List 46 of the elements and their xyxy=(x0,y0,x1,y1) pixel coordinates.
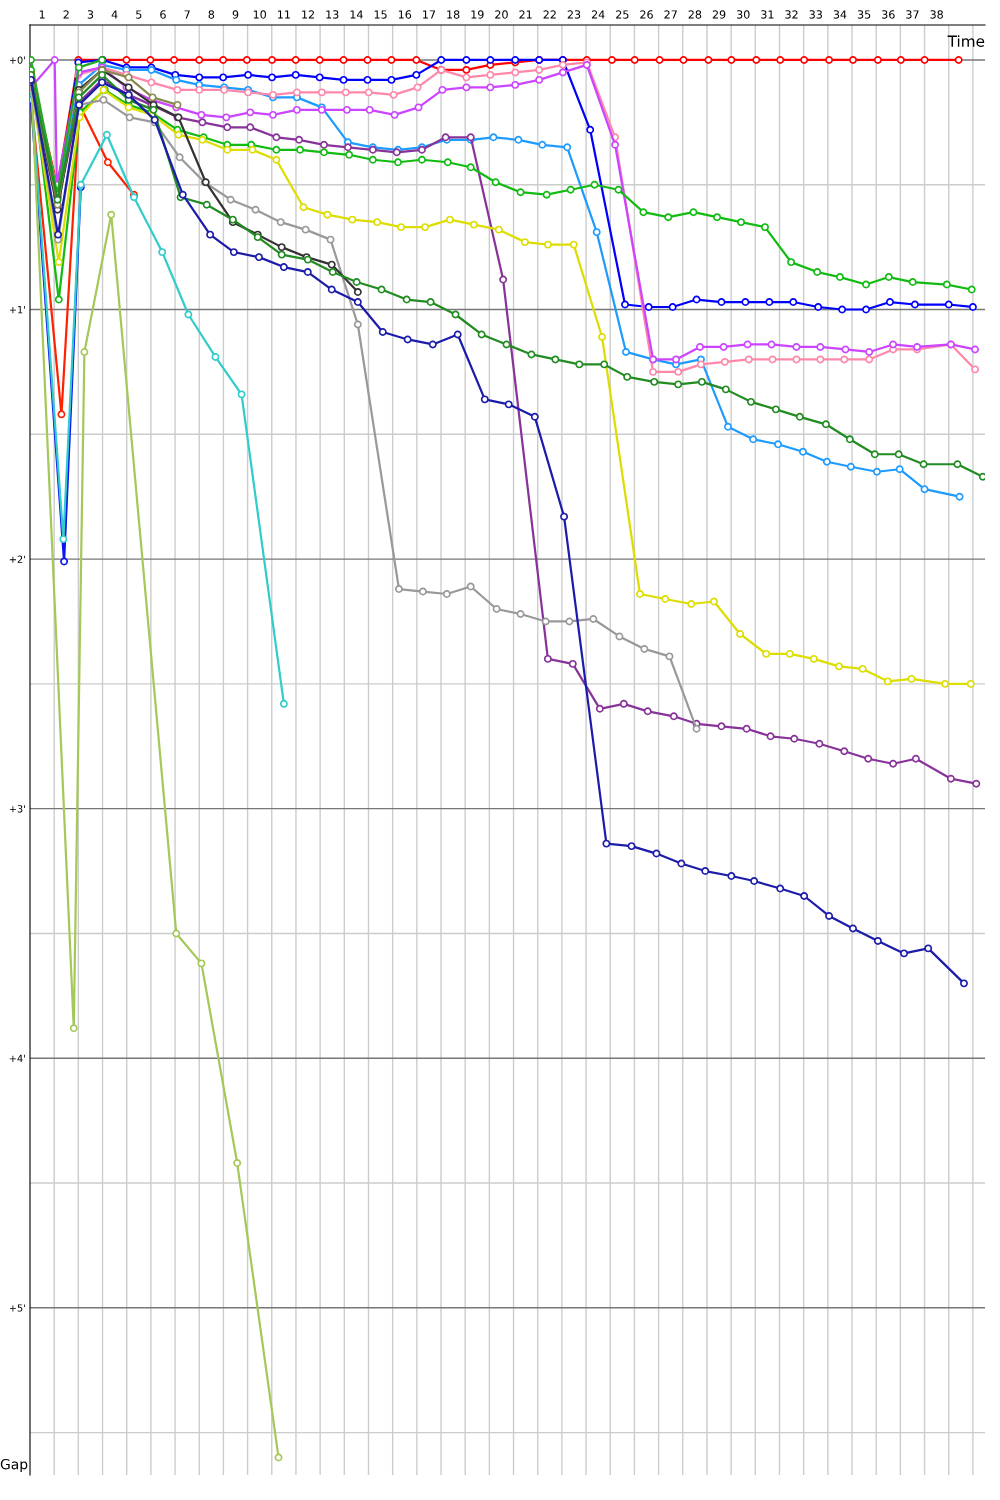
x-tick-label: 24 xyxy=(591,10,605,19)
x-tick-label: 7 xyxy=(184,10,190,19)
x-axis-title: Time xyxy=(947,35,985,47)
x-tick-label: 20 xyxy=(495,10,508,19)
x-tick-label: 33 xyxy=(809,10,822,19)
x-tick-label: 26 xyxy=(640,10,653,19)
x-tick-label: 29 xyxy=(712,10,726,19)
x-tick-label: 8 xyxy=(208,10,215,19)
x-tick-label: 25 xyxy=(616,10,629,19)
x-tick-label: 34 xyxy=(833,10,847,19)
x-tick-label: 36 xyxy=(882,10,895,19)
x-tick-label: 15 xyxy=(374,10,387,19)
x-tick-label: 10 xyxy=(253,10,267,19)
x-tick-label: 18 xyxy=(447,10,460,19)
x-tick-label: 28 xyxy=(688,10,702,19)
x-tick-label: 11 xyxy=(278,10,290,19)
x-tick-label: 22 xyxy=(543,10,556,19)
y-tick-label: +4' xyxy=(9,1054,25,1062)
x-tick-label: 13 xyxy=(326,10,339,19)
x-tick-label: 37 xyxy=(906,10,919,19)
x-tick-label: 21 xyxy=(519,10,532,19)
x-tick-label: 38 xyxy=(930,10,943,19)
x-tick-label: 6 xyxy=(160,10,166,19)
x-tick-label: 30 xyxy=(737,10,750,19)
y-tick-label: +1' xyxy=(9,306,25,314)
x-tick-label: 19 xyxy=(471,10,484,19)
y-tick-label: +2' xyxy=(9,555,25,563)
x-tick-label: 9 xyxy=(232,10,239,19)
x-tick-label: 31 xyxy=(761,10,774,19)
x-tick-label: 35 xyxy=(857,10,871,19)
y-axis-title: Gap xyxy=(0,1458,28,1473)
x-tick-label: 5 xyxy=(136,10,142,19)
x-tick-label: 3 xyxy=(87,10,94,19)
x-tick-label: 32 xyxy=(785,10,798,19)
y-tick-label: +0' xyxy=(9,56,25,64)
x-tick-label: 27 xyxy=(664,10,677,19)
x-tick-label: 17 xyxy=(423,10,436,19)
y-tick-label: +3' xyxy=(9,805,25,813)
y-tick-label: +5' xyxy=(9,1304,25,1312)
x-tick-label: 12 xyxy=(302,10,314,19)
x-tick-label: 4 xyxy=(111,10,118,19)
x-tick-label: 23 xyxy=(567,10,581,19)
x-tick-label: 1 xyxy=(39,10,45,19)
x-tick-label: 2 xyxy=(63,10,69,19)
x-tick-label: 16 xyxy=(398,10,412,19)
x-tick-label: 14 xyxy=(350,10,363,19)
